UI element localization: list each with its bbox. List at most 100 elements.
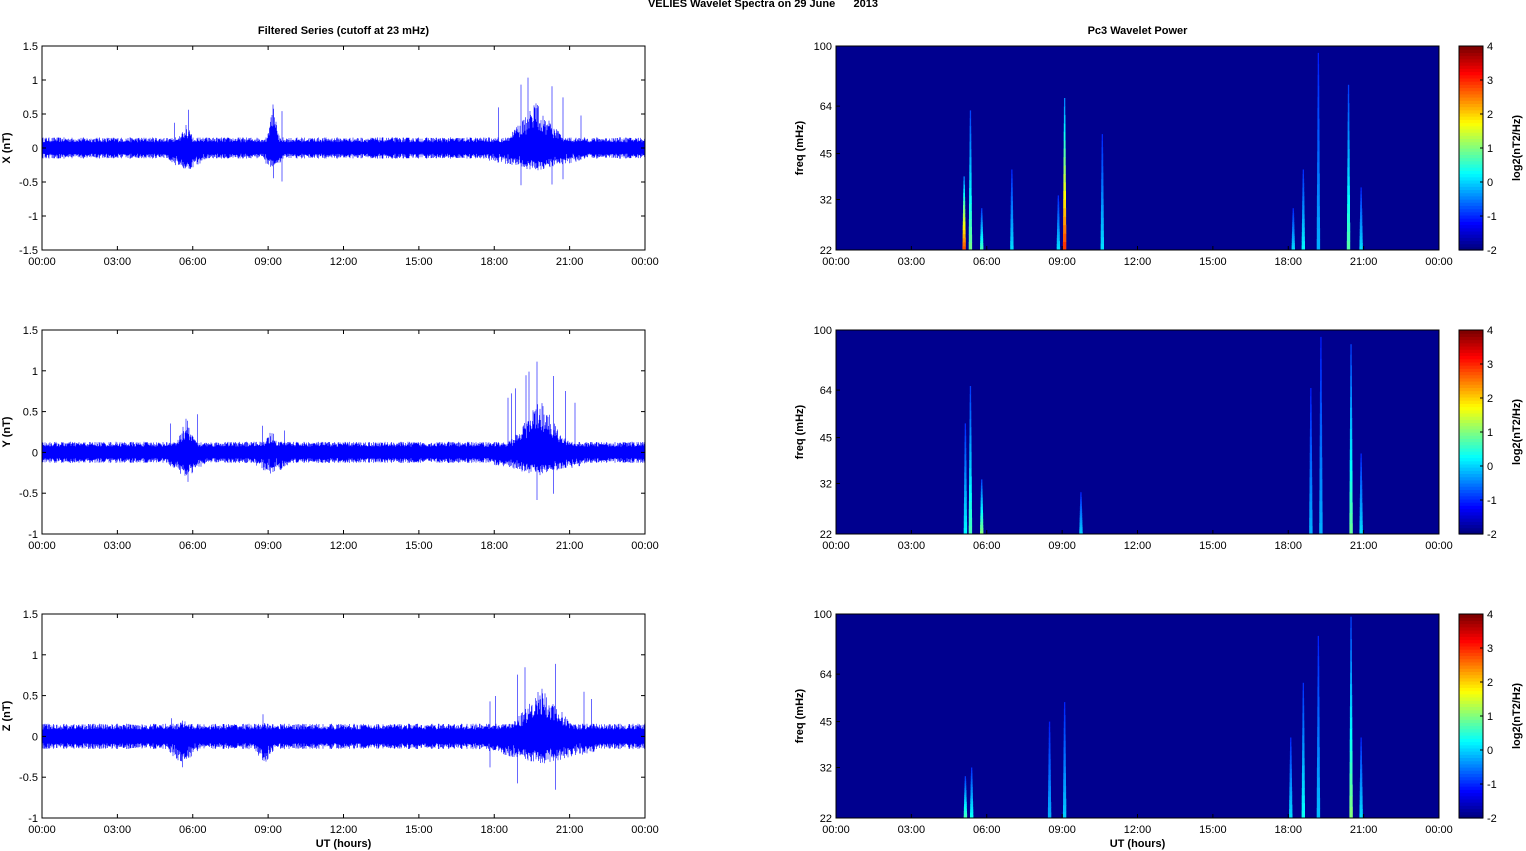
y-tick-label: 1	[32, 366, 38, 378]
power-streak	[964, 423, 966, 430]
power-streak	[980, 518, 984, 523]
power-streak	[1057, 225, 1060, 230]
power-streak	[1350, 683, 1353, 696]
colorbar-cell	[1459, 814, 1483, 819]
power-streak	[1359, 529, 1363, 535]
power-streak	[963, 813, 968, 817]
power-streak	[1048, 759, 1051, 765]
y-tick-label: 32	[820, 479, 832, 491]
colorbar-cell	[1459, 451, 1483, 455]
power-streak	[1301, 810, 1305, 819]
power-streak	[1302, 682, 1304, 691]
power-streak	[1316, 767, 1320, 778]
power-streak	[1360, 215, 1363, 220]
power-streak	[1080, 499, 1082, 502]
power-streak	[970, 815, 974, 819]
power-streak	[1057, 219, 1060, 224]
colorbar-cell	[1459, 333, 1483, 337]
y-tick-label: 0.5	[23, 407, 38, 419]
power-streak	[962, 241, 966, 247]
colorbar-cell	[1459, 655, 1483, 660]
colorbar-cell	[1459, 416, 1483, 420]
colorbar-cell	[1459, 240, 1483, 245]
colorbar-tick-label: 3	[1487, 643, 1493, 655]
colorbar-cell	[1459, 473, 1483, 478]
power-streak	[980, 515, 984, 520]
power-streak	[1320, 380, 1322, 393]
colorbar-cell	[1459, 396, 1483, 401]
x-tick-label: 00:00	[822, 540, 850, 552]
power-streak	[1350, 344, 1352, 356]
heatmap-background	[836, 614, 1439, 818]
power-streak	[980, 485, 983, 489]
power-streak	[963, 521, 968, 529]
colorbar-cell	[1459, 221, 1483, 226]
power-streak	[1359, 777, 1363, 783]
x-tick-label: 00:00	[822, 824, 850, 836]
power-streak	[1302, 200, 1305, 206]
colorbar-cell	[1459, 61, 1483, 66]
colorbar-cell	[1459, 345, 1483, 350]
power-streak	[963, 200, 966, 206]
power-streak	[969, 188, 972, 197]
power-streak	[1079, 508, 1083, 512]
colorbar-cell	[1459, 128, 1483, 133]
x-tick-label: 06:00	[973, 540, 1001, 552]
colorbar-tick-label: 2	[1487, 677, 1493, 689]
power-streak	[962, 233, 966, 239]
power-streak	[1063, 190, 1066, 200]
power-streak	[1063, 798, 1067, 806]
power-streak	[968, 226, 972, 235]
y-axis-label: Y (nT)	[1, 416, 13, 447]
power-streak	[1289, 786, 1293, 792]
y-tick-label: -0.5	[19, 772, 38, 784]
colorbar-cell	[1459, 722, 1483, 727]
colorbar-cell	[1459, 792, 1483, 797]
power-streak	[963, 509, 967, 516]
power-streak	[1347, 93, 1350, 104]
signal-trace	[41, 77, 645, 186]
x-tick-label: 06:00	[179, 540, 207, 552]
power-streak	[1011, 173, 1013, 179]
power-streak	[969, 149, 972, 158]
power-streak	[963, 811, 967, 814]
colorbar-cell	[1459, 211, 1483, 216]
colorbar-cell	[1459, 483, 1483, 487]
power-streak	[1347, 121, 1350, 132]
power-streak	[964, 448, 967, 455]
colorbar-cell	[1459, 502, 1483, 506]
power-streak	[1359, 246, 1363, 251]
power-streak	[1349, 795, 1353, 808]
power-streak	[1349, 706, 1353, 718]
power-streak	[1292, 208, 1294, 211]
power-streak	[980, 217, 983, 221]
power-streak	[1063, 740, 1066, 748]
power-streak	[980, 488, 983, 492]
y-tick-label: 0	[32, 731, 38, 743]
colorbar-cell	[1459, 352, 1483, 357]
power-streak	[1010, 223, 1014, 229]
power-streak	[1349, 784, 1353, 797]
power-streak	[1347, 185, 1350, 196]
power-streak	[1360, 462, 1362, 468]
colorbar-label: log2(nT2/Hz)	[1511, 683, 1523, 749]
power-streak	[1100, 224, 1104, 232]
colorbar-cell	[1459, 668, 1483, 672]
colorbar-cell	[1459, 93, 1483, 98]
colorbar-cell	[1459, 71, 1483, 76]
power-streak	[1349, 439, 1353, 451]
x-tick-label: 09:00	[254, 540, 282, 552]
power-streak	[963, 515, 967, 523]
power-streak	[1057, 207, 1060, 211]
power-streak	[963, 196, 966, 202]
power-streak	[980, 531, 984, 535]
power-streak	[963, 188, 965, 194]
power-streak	[1317, 184, 1320, 196]
power-streak	[1310, 412, 1312, 421]
x-tick-label: 00:00	[1425, 256, 1453, 268]
colorbar-cell	[1459, 218, 1483, 222]
colorbar-cell	[1459, 467, 1483, 471]
power-streak	[1063, 792, 1067, 800]
y-axis-label: freq (mHz)	[794, 404, 806, 459]
